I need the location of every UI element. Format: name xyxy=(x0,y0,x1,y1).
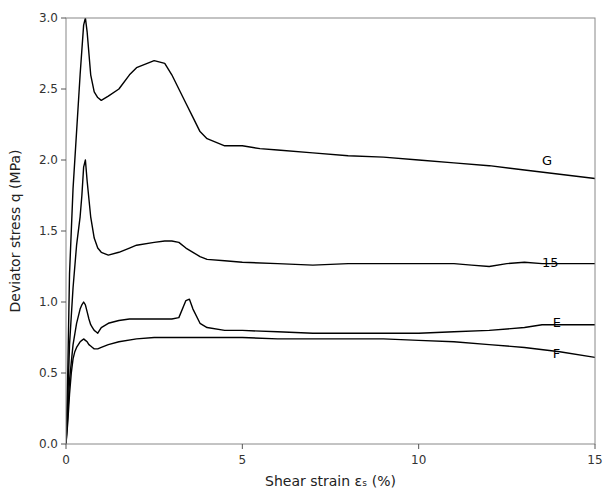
curve-label: G xyxy=(542,153,552,168)
tick xyxy=(61,89,66,90)
x-axis-label: Shear strain εₛ (%) xyxy=(265,473,396,489)
tick xyxy=(61,18,66,19)
tick-label: 0.5 xyxy=(39,366,58,380)
tick-label: 0 xyxy=(62,453,70,467)
tick-label: 1.5 xyxy=(39,224,58,238)
line xyxy=(66,299,595,444)
lines xyxy=(66,18,595,444)
tick xyxy=(595,444,596,449)
frame xyxy=(66,18,595,444)
curve-label: 15 xyxy=(542,255,559,270)
chart: 0 5 10 15 0.0 0.5 1.0 1.5 2.0 2.5 3.0 Shear strain … xyxy=(0,0,613,500)
tick xyxy=(66,444,67,449)
tick xyxy=(61,444,66,445)
line xyxy=(66,160,595,444)
tick-label: 15 xyxy=(587,453,602,467)
tick xyxy=(61,302,66,303)
tick-label: 5 xyxy=(239,453,247,467)
tick xyxy=(61,160,66,161)
tick-label: 2.0 xyxy=(39,153,58,167)
tick-label: 3.0 xyxy=(39,11,58,25)
tick xyxy=(61,231,66,232)
y-axis: 0.0 0.5 1.0 1.5 2.0 2.5 3.0 xyxy=(39,11,66,451)
tick-label: 0.0 xyxy=(39,437,58,451)
curve-label: F xyxy=(553,346,560,361)
tick xyxy=(61,373,66,374)
tick xyxy=(242,444,243,449)
tick-label: 1.0 xyxy=(39,295,58,309)
curve-label: E xyxy=(553,315,561,330)
plot-area xyxy=(66,18,595,444)
tick xyxy=(418,444,419,449)
line xyxy=(66,338,595,445)
tick-label: 2.5 xyxy=(39,82,58,96)
x-axis: 0 5 10 15 xyxy=(62,444,602,467)
y-axis-label: Deviator stress q (MPa) xyxy=(7,149,23,312)
annotations: G 15 E F xyxy=(542,153,561,362)
tick-label: 10 xyxy=(411,453,426,467)
line xyxy=(66,18,595,444)
